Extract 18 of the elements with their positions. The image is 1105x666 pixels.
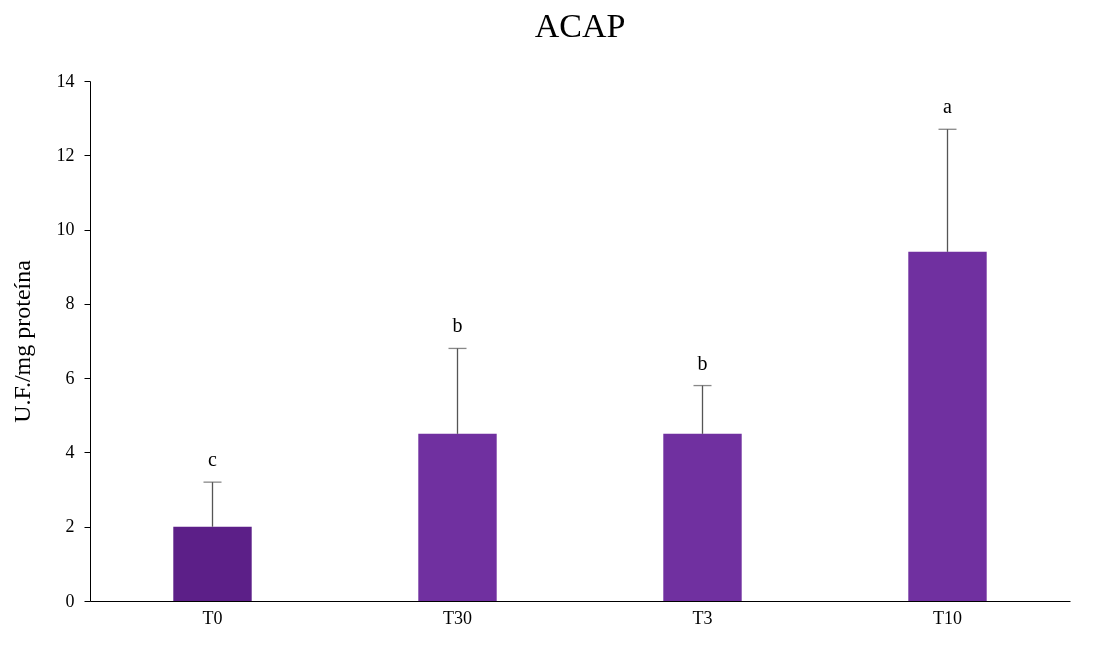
annotation: c <box>208 448 218 471</box>
y-tick-label: 0 <box>65 590 75 611</box>
y-tick-label: 10 <box>56 219 75 240</box>
y-tick-label: 14 <box>56 70 75 91</box>
x-tick-label: T3 <box>692 607 713 628</box>
y-tick-label: 4 <box>65 441 75 462</box>
annotation: b <box>452 314 463 337</box>
x-tick-label: T10 <box>933 607 962 628</box>
y-tick-label: 6 <box>65 367 75 388</box>
y-tick-label: 12 <box>56 144 75 165</box>
x-tick-label: T30 <box>443 607 472 628</box>
chart-title: ACAP <box>534 7 626 44</box>
y-axis-title: U.F./mg proteína <box>8 259 35 423</box>
annotation: a <box>943 95 953 118</box>
annotation: b <box>697 351 708 374</box>
x-tick-label: T0 <box>202 607 223 628</box>
y-tick-label: 8 <box>65 293 75 314</box>
y-tick-label: 2 <box>65 516 75 537</box>
